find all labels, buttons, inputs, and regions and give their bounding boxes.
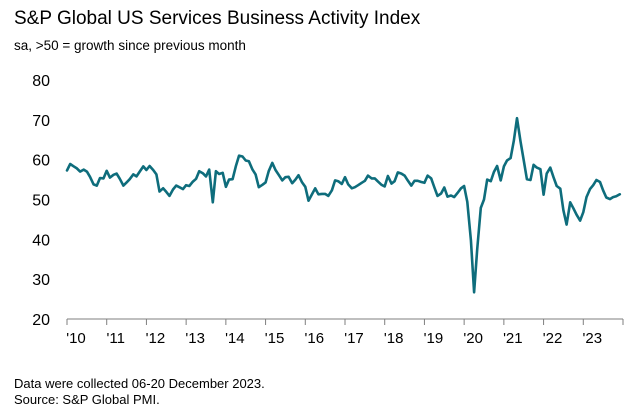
x-tick-label: '16 (305, 330, 325, 347)
y-tick-label: 30 (32, 272, 50, 289)
footnotes: Data were collected 06-20 December 2023.… (14, 376, 265, 408)
y-axis-tick-labels: 20 30 40 50 60 70 80 (32, 73, 50, 329)
footnote-collection-date: Data were collected 06-20 December 2023. (14, 376, 265, 391)
x-tick-label: '22 (543, 330, 563, 347)
x-tick-label: '13 (185, 330, 205, 347)
x-tick-label: '23 (583, 330, 603, 347)
x-tick-label: '17 (344, 330, 364, 347)
y-tick-label: 70 (32, 113, 50, 130)
footnote-source: Source: S&P Global PMI. (14, 392, 160, 407)
x-tick-label: '10 (66, 330, 86, 347)
y-tick-label: 80 (32, 73, 50, 90)
page-title: S&P Global US Services Business Activity… (14, 8, 421, 29)
x-tick-label: '18 (384, 330, 404, 347)
x-axis: '10 '11 '12 '13 '14 '15 '16 '17 '18 '19 '20 '21 '22 '… (66, 318, 624, 347)
x-tick-label: '14 (225, 330, 245, 347)
x-tick-label: '12 (146, 330, 166, 347)
y-tick-label: 60 (32, 153, 50, 170)
x-tick-label: '15 (265, 330, 285, 347)
series-line (65, 116, 622, 294)
page-subtitle: sa, >50 = growth since previous month (14, 38, 246, 53)
x-tick-label: '20 (463, 330, 483, 347)
y-tick-label: 40 (32, 232, 50, 249)
series-group (65, 116, 622, 294)
x-tick-label: '11 (106, 330, 124, 347)
y-tick-label: 20 (32, 312, 50, 329)
x-tick-label: '19 (424, 330, 444, 347)
y-tick-label: 50 (32, 193, 50, 210)
x-tick-label: '21 (503, 330, 523, 347)
